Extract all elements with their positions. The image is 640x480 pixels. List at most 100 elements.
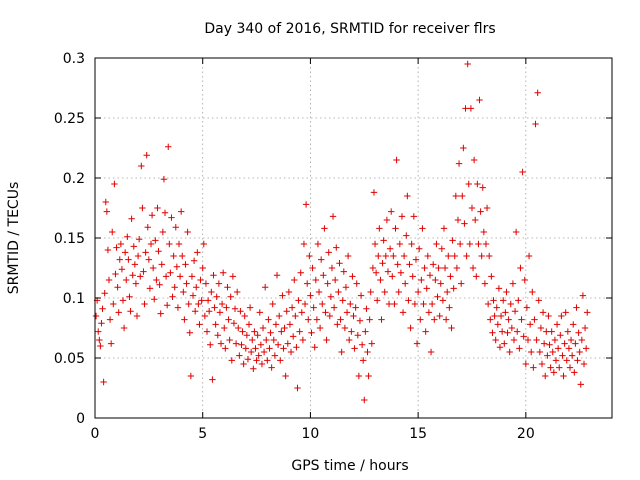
data-point (131, 261, 139, 268)
data-point (182, 261, 189, 268)
data-point (418, 276, 425, 284)
grid-lines (95, 58, 612, 418)
data-point (554, 345, 562, 352)
data-point (514, 328, 521, 335)
data-point (121, 249, 129, 256)
data-point (137, 273, 144, 280)
data-point (168, 214, 175, 221)
axis-ticks (94, 57, 612, 419)
data-point (221, 324, 228, 332)
x-tick-label: 0 (91, 426, 100, 442)
data-point (270, 336, 277, 344)
data-point (142, 249, 149, 256)
data-point (109, 228, 116, 236)
data-point (306, 252, 313, 260)
data-point (314, 240, 322, 248)
data-point (477, 208, 484, 215)
data-point (126, 293, 133, 300)
data-point (427, 348, 435, 356)
data-point (254, 332, 261, 339)
data-point (179, 252, 186, 260)
data-point (260, 348, 268, 356)
data-point (335, 288, 342, 296)
y-tick-label: 0.1 (63, 291, 85, 307)
data-point (191, 308, 199, 315)
data-point (170, 252, 177, 260)
data-point (199, 264, 206, 272)
data-point (410, 213, 418, 220)
data-point (123, 276, 130, 284)
data-point (312, 276, 320, 284)
data-point (450, 285, 457, 292)
data-point (259, 324, 267, 332)
data-point (465, 180, 472, 188)
data-point (571, 369, 578, 376)
data-point (516, 345, 523, 352)
data-point (473, 273, 480, 280)
data-point (325, 249, 332, 256)
data-point (309, 264, 316, 272)
data-point (200, 240, 207, 248)
data-point (446, 304, 453, 311)
data-point (480, 228, 488, 236)
data-point (251, 328, 258, 335)
data-point (289, 333, 297, 340)
data-point (391, 300, 398, 308)
data-point (204, 297, 212, 304)
data-point (543, 328, 550, 335)
data-point (243, 332, 251, 339)
data-point (219, 269, 227, 276)
data-point (310, 304, 317, 311)
data-point (574, 357, 581, 364)
data-point (331, 276, 339, 284)
data-point (385, 300, 393, 308)
data-point (169, 293, 176, 300)
data-point (285, 288, 293, 296)
data-point (347, 300, 354, 308)
data-point (478, 252, 485, 260)
data-point (444, 288, 451, 296)
data-point (500, 297, 507, 304)
data-point (376, 225, 383, 232)
data-point (112, 270, 119, 278)
data-point (293, 344, 300, 351)
data-point (560, 372, 567, 380)
y-axis-label: SRMTID / TECUs (6, 182, 22, 295)
chart-title: Day 340 of 2016, SRMTID for receiver flr… (204, 21, 495, 37)
data-point (521, 276, 528, 284)
data-point (506, 348, 513, 356)
data-point (119, 297, 127, 304)
data-point (317, 256, 325, 263)
data-point (366, 316, 373, 323)
data-point (405, 297, 412, 304)
data-point (190, 257, 198, 264)
data-point (201, 312, 209, 320)
data-point (158, 261, 165, 268)
data-point (327, 293, 335, 300)
data-point (416, 245, 423, 252)
data-point (504, 329, 511, 336)
data-point (148, 212, 156, 219)
data-point (238, 341, 245, 348)
x-tick-label: 20 (517, 426, 535, 442)
data-point (400, 252, 408, 260)
data-point (412, 256, 420, 263)
data-point (242, 345, 249, 352)
data-point (501, 340, 508, 347)
data-point (354, 332, 362, 339)
data-point (375, 252, 382, 260)
data-point (263, 336, 270, 344)
data-point (544, 352, 551, 359)
data-point (319, 300, 326, 308)
data-point (365, 372, 372, 380)
data-points (92, 60, 591, 404)
data-point (509, 280, 517, 287)
data-point (552, 357, 560, 364)
data-point (256, 309, 263, 316)
data-point (265, 316, 272, 323)
data-point (380, 237, 387, 244)
data-point (417, 316, 424, 323)
data-point (278, 328, 285, 335)
data-point (372, 269, 380, 276)
data-point (328, 264, 336, 272)
